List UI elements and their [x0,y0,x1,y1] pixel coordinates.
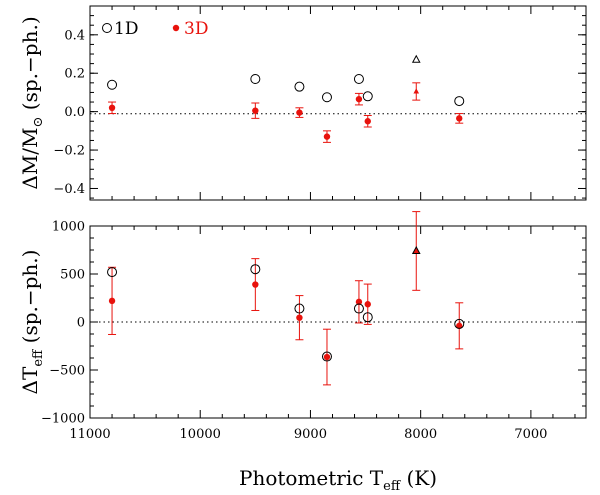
mass-point-1d [454,96,465,107]
x-axis-tick-labels: 11000 10000 9000 8000 7000 [69,427,547,442]
teff-point-1d [411,245,421,254]
mass-ytick-label: 0.0 [64,105,85,120]
mass-point-1d [411,54,421,63]
teff-point-3d [355,298,363,306]
panel-mass-ticks: −0.4 −0.2 0.0 0.2 0.4 [53,5,586,200]
panel-teff-ticks: −1000 −500 0 500 1000 [41,220,586,427]
teff-point-3d [252,281,259,288]
panel-teff-ylabel-suffix: (sp.−ph.) [18,250,42,350]
legend-3d-symbol [172,24,180,32]
teff-ytick-label: 0 [77,316,85,331]
panel-mass-ylabel-sub: ⊙ [31,117,46,128]
legend-3d-label: 3D [184,19,208,39]
mass-point-1d [250,73,261,84]
teff-point-1d [321,351,332,362]
mass-point-3d [296,109,303,116]
mass-point-1d [362,91,373,102]
teff-point-1d [107,267,118,278]
x-axis-label-sub: eff [383,479,402,494]
teff-ytick-label: 1000 [52,220,85,235]
mass-ytick-label: 0.4 [64,28,85,43]
panel-mass-frame [89,5,587,201]
teff-point-1d [362,312,373,323]
mass-ytick-label: 0.2 [64,67,85,82]
teff-point-1d [454,318,465,329]
teff-point-1d [294,303,305,314]
mass-point-1d [107,79,118,90]
x-axis-label: Photometric Teff (K) [239,466,437,494]
mass-point-3d [323,133,331,140]
panel-teff: −1000 −500 0 500 1000 ΔTeff (sp.−ph.) [18,211,587,427]
legend-1d-symbol [102,23,112,33]
teff-point-3d [296,314,303,321]
x-tick-label: 11000 [69,427,110,442]
panel-mass-ylabel-suffix: (sp.−ph.) [18,16,42,116]
legend: 1D 3D [102,19,208,39]
mass-point-1d [321,92,332,103]
mass-point-1d [353,73,364,84]
panel-mass: −0.4 −0.2 0.0 0.2 0.4 1D 3D ΔM/M⊙ (sp.−ph.) [18,5,587,201]
mass-ytick-label: −0.4 [53,182,85,197]
teff-point-1d [250,264,261,275]
panel-teff-ylabel-sub: eff [31,348,46,367]
x-tick-label: 7000 [514,427,547,442]
teff-point-3d [364,301,371,308]
legend-1d-label: 1D [114,19,138,39]
panel-mass-points [107,54,465,143]
teff-ytick-label: −1000 [41,412,85,427]
teff-ytick-label: −500 [49,364,85,379]
mass-ytick-label: −0.2 [53,144,85,159]
mass-point-3d [108,104,116,112]
mass-point-3d [252,107,259,114]
teff-point-3d [456,322,463,330]
mass-point-3d [456,115,463,122]
panel-teff-ylabel: ΔTeff (sp.−ph.) [18,250,46,395]
mass-point-3d [355,95,363,103]
mass-point-3d [364,118,371,125]
mass-point-1d [294,81,305,92]
x-tick-label: 9000 [294,427,327,442]
panel-teff-points [107,211,465,386]
x-tick-label: 8000 [404,427,437,442]
x-axis-label-main: Photometric T [239,466,384,490]
panel-mass-ylabel-main: ΔM/M [18,127,42,189]
teff-point-3d [413,247,420,253]
x-tick-label: 10000 [180,427,221,442]
teff-ytick-label: 500 [60,268,85,283]
mass-point-3d [413,88,420,94]
teff-point-1d [353,303,364,314]
panel-teff-ylabel-main: ΔT [18,366,42,394]
x-axis-label-unit: (K) [400,466,437,490]
panel-mass-ylabel: ΔM/M⊙ (sp.−ph.) [18,16,46,189]
teff-point-3d [108,297,116,305]
teff-point-3d [323,353,331,361]
